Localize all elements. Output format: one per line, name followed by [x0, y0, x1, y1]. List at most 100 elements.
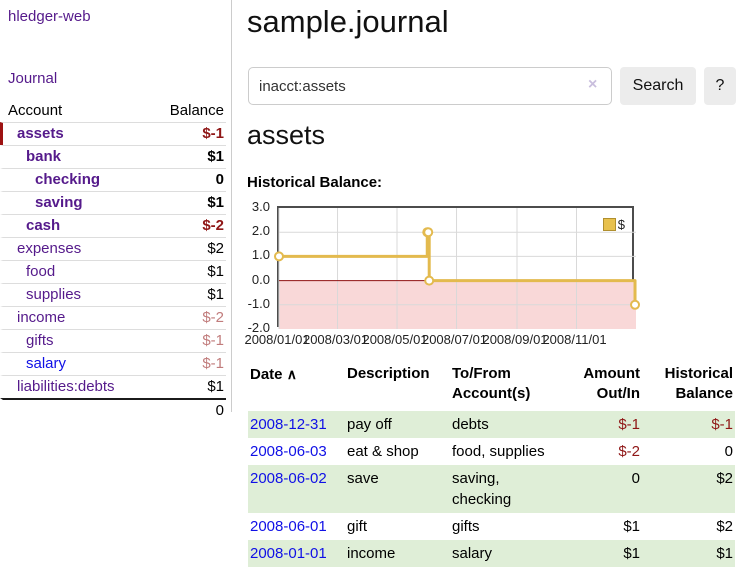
accounts-tree: Account Balance assets $-1 bank $1 check… — [0, 100, 226, 422]
transaction-accounts: debts — [452, 416, 489, 433]
account-balance: $-2 — [202, 217, 224, 234]
account-row-salary: salary $-1 — [0, 352, 226, 375]
transaction-date-link[interactable]: 2008-06-01 — [250, 518, 327, 535]
x-tick-label: 2008/09/01 — [482, 332, 548, 347]
chart-y-axis-labels: 3.0 2.0 1.0 0.0 -1.0 -2.0 — [234, 199, 272, 335]
account-row-liabilities-debts: liabilities:debts $1 — [0, 375, 226, 398]
account-link-saving[interactable]: saving — [35, 194, 83, 211]
account-row-cash: cash $-2 — [0, 214, 226, 237]
accounts-total-value: 0 — [215, 402, 224, 419]
app-brand-link[interactable]: hledger-web — [8, 8, 91, 25]
transaction-date-link[interactable]: 2008-12-31 — [250, 416, 327, 433]
transaction-amount: $1 — [623, 545, 640, 562]
transaction-date-link[interactable]: 2008-01-01 — [250, 545, 327, 562]
account-balance: $1 — [207, 194, 224, 211]
account-link-salary[interactable]: salary — [26, 355, 67, 372]
clear-search-icon[interactable]: × — [588, 76, 598, 93]
register-table: Date ∧ Description To/From Account(s) Am… — [248, 363, 735, 567]
historical-balance-chart: $ — [274, 206, 641, 329]
accounts-header-row: Account Balance — [0, 100, 226, 122]
account-link-checking[interactable]: checking — [35, 171, 101, 188]
search-button[interactable]: Search — [620, 67, 696, 105]
help-button[interactable]: ? — [704, 67, 736, 105]
account-row-gifts: gifts $-1 — [0, 329, 226, 352]
transaction-accounts: salary — [452, 545, 493, 562]
transaction-date-link[interactable]: 2008-06-02 — [250, 470, 327, 487]
account-balance: $2 — [207, 240, 224, 257]
transaction-accounts: saving, checking — [452, 470, 512, 508]
account-balance: $1 — [207, 263, 224, 280]
account-row-expenses: expenses $2 — [0, 237, 226, 260]
account-row-food: food $1 — [0, 260, 226, 283]
account-link-assets[interactable]: assets — [17, 125, 64, 142]
account-link-supplies[interactable]: supplies — [26, 286, 82, 303]
chart-title: Historical Balance: — [247, 174, 383, 191]
table-row: 2008-12-31 pay off debts $-1 $-1 — [248, 411, 735, 438]
table-row: 2008-06-03 eat & shop food, supplies $-2… — [248, 438, 735, 465]
account-balance: $-1 — [202, 355, 224, 372]
y-tick-label: -2.0 — [247, 320, 270, 335]
x-tick-label: 2008/03/01 — [302, 332, 369, 347]
account-link-income[interactable]: income — [17, 309, 66, 326]
transaction-balance: $2 — [716, 518, 733, 535]
account-link-cash[interactable]: cash — [26, 217, 61, 234]
sort-ascending-icon: ∧ — [286, 366, 297, 382]
transaction-description: save — [347, 470, 379, 487]
account-link-gifts[interactable]: gifts — [26, 332, 54, 349]
x-tick-label: 2008/01/01 — [244, 332, 310, 347]
transaction-description: pay off — [347, 416, 392, 433]
account-link-expenses[interactable]: expenses — [17, 240, 82, 257]
account-balance: $-1 — [202, 125, 224, 142]
account-row-income: income $-2 — [0, 306, 226, 329]
legend-swatch-icon — [602, 218, 616, 231]
transaction-amount: $-2 — [618, 443, 640, 460]
account-row-checking: checking 0 — [0, 168, 226, 191]
transaction-description: gift — [347, 518, 368, 535]
register-header-row: Date ∧ Description To/From Account(s) Am… — [248, 363, 735, 411]
x-tick-label: 2008/07/01 — [421, 332, 488, 347]
transaction-balance: $1 — [716, 545, 733, 562]
column-header-description: Description — [347, 365, 430, 382]
y-tick-label: 2.0 — [251, 223, 270, 239]
chart-legend: $ — [602, 217, 625, 232]
account-row-saving: saving $1 — [0, 191, 226, 214]
x-tick-label: 2008/11/01 — [542, 332, 607, 347]
transaction-date-link[interactable]: 2008-06-03 — [250, 443, 327, 460]
account-balance: $-1 — [202, 332, 224, 349]
chart-x-axis-labels: 2008/01/01 2008/03/01 2008/05/01 2008/07/01… — [244, 332, 634, 348]
accounts-header-account: Account — [8, 102, 63, 119]
y-tick-label: 0.0 — [251, 271, 270, 287]
column-header-balance: Historical Balance — [664, 365, 733, 402]
account-balance: 0 — [215, 171, 224, 188]
column-header-to-from: To/From Account(s) — [452, 365, 531, 402]
account-link-liabilities-debts[interactable]: liabilities:debts — [17, 378, 115, 395]
x-tick-label: 2008/05/01 — [362, 332, 428, 347]
account-balance: $-2 — [202, 309, 224, 326]
table-row: 2008-01-01 income salary $1 $1 — [248, 540, 735, 567]
account-link-bank[interactable]: bank — [26, 148, 62, 165]
account-balance: $1 — [207, 286, 224, 303]
current-account-title: assets — [247, 120, 326, 150]
sidebar-item-journal[interactable]: Journal — [8, 70, 58, 87]
accounts-header-balance: Balance — [169, 102, 224, 119]
transaction-balance: $-1 — [711, 416, 733, 433]
transaction-amount: 0 — [631, 470, 640, 487]
account-row-bank: bank $1 — [0, 145, 226, 168]
search-input[interactable] — [248, 67, 612, 105]
transaction-amount: $-1 — [618, 416, 640, 433]
transaction-description: eat & shop — [347, 443, 419, 460]
chart-canvas — [274, 208, 641, 329]
column-header-amount: Amount Out/In — [583, 365, 640, 402]
table-row: 2008-06-02 save saving, checking 0 $2 — [248, 465, 735, 513]
account-balance: $1 — [207, 148, 224, 165]
column-header-date[interactable]: Date ∧ — [250, 366, 297, 383]
transaction-accounts: gifts — [452, 518, 480, 535]
legend-label: $ — [617, 217, 625, 232]
account-link-food[interactable]: food — [26, 263, 56, 280]
sidebar-divider — [231, 0, 232, 412]
y-tick-label: -1.0 — [247, 295, 270, 311]
table-row: 2008-06-01 gift gifts $1 $2 — [248, 513, 735, 540]
transaction-balance: 0 — [724, 443, 733, 460]
y-tick-label: 1.0 — [251, 247, 270, 263]
y-tick-label: 3.0 — [251, 199, 270, 214]
